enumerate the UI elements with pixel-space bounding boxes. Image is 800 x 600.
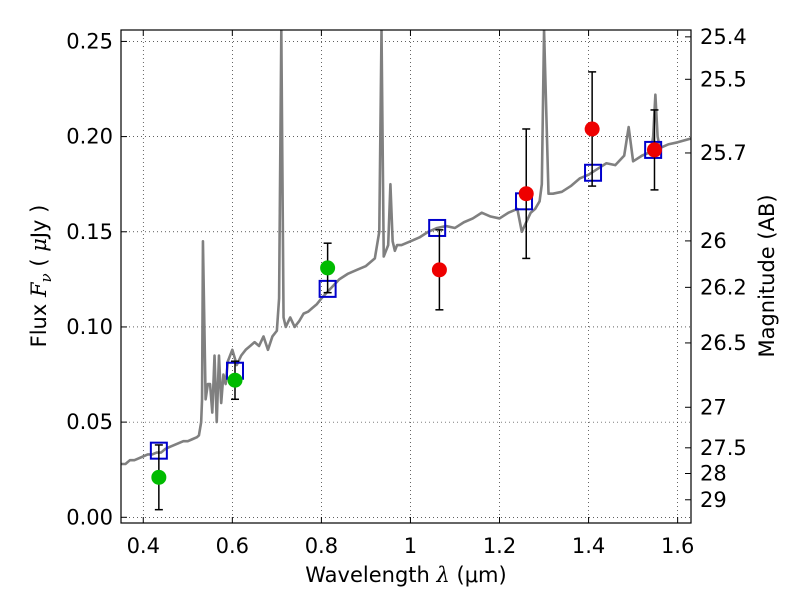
sed-model-line [121, 30, 691, 466]
observed-point [518, 186, 534, 202]
x-tick-label: 1.4 [572, 534, 605, 558]
magnitude-tick-label: 25.5 [700, 67, 747, 91]
axes: 0.4 0.6 0.8 1 1.2 1.4 1.6 0.00 0.05 0.10 0.15 0.20 0… [66, 25, 747, 558]
magnitude-tick-label: 26.2 [700, 275, 747, 299]
y-tick-label: 0.10 [66, 315, 113, 339]
magnitude-tick-label: 26 [700, 229, 727, 253]
grid [121, 30, 691, 523]
y-tick-label: 0.15 [66, 220, 113, 244]
magnitude-tick-label: 29 [700, 488, 727, 512]
magnitude-tick-label: 26.5 [700, 331, 747, 355]
magnitude-tick-label: 27 [700, 395, 727, 419]
y-tick-label: 0.00 [66, 505, 113, 529]
series-layer [121, 30, 691, 511]
x-tick-label: 0.8 [305, 534, 338, 558]
y-tick-label: 0.25 [66, 29, 113, 53]
magnitude-tick-label: 25.7 [700, 141, 747, 165]
x-tick-label: 1 [404, 534, 417, 558]
x-tick-label: 0.6 [216, 534, 249, 558]
observed-point [646, 142, 662, 158]
observed-point [227, 372, 243, 388]
x-tick-label: 0.4 [127, 534, 160, 558]
x-tick-label: 1.6 [661, 534, 694, 558]
magnitude-tick-label: 28 [700, 462, 727, 486]
observed-point [431, 262, 447, 278]
y2-axis-title: Magnitude (AB) [755, 194, 779, 357]
magnitude-tick-label: 27.5 [700, 436, 747, 460]
model-photometry-square [584, 163, 603, 182]
observed-point [320, 260, 336, 276]
y-tick-label: 0.20 [66, 125, 113, 149]
observed-point [151, 469, 167, 485]
observed-point [584, 121, 600, 137]
x-tick-label: 1.2 [483, 534, 516, 558]
y-axis-title: Flux Fν ( μJy ) [27, 205, 55, 348]
model-photometry-square [428, 218, 447, 237]
y-tick-label: 0.05 [66, 410, 113, 434]
magnitude-tick-label: 25.4 [700, 25, 747, 49]
plot-frame [120, 29, 692, 524]
x-axis-title: Wavelength λ (μm) [305, 563, 506, 587]
